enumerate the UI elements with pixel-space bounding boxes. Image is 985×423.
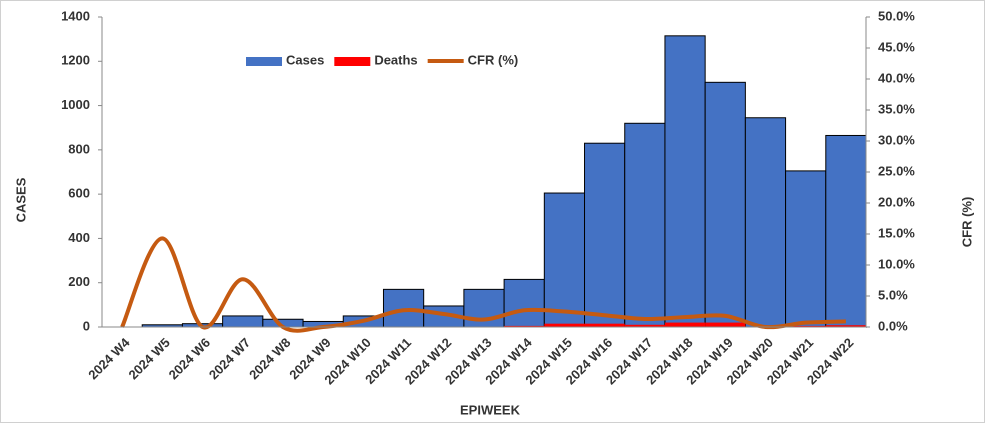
y2-tick-label: 25.0% <box>878 163 915 178</box>
deaths-bar <box>825 325 866 327</box>
y2-tick-label: 45.0% <box>878 39 915 54</box>
cases-bar <box>744 117 787 328</box>
cases-bar <box>624 122 666 328</box>
cases-bar <box>785 170 827 328</box>
cases-bar <box>584 142 626 328</box>
deaths-bar <box>544 323 585 327</box>
deaths-bar <box>504 325 545 327</box>
deaths-bar <box>785 325 826 327</box>
cases-bar <box>543 192 586 328</box>
deaths-bar <box>705 322 746 327</box>
y-tick-label: 400 <box>68 230 90 245</box>
legend-swatch <box>246 57 282 66</box>
legend-label: Cases <box>286 52 324 67</box>
y2-tick-label: 20.0% <box>878 194 915 209</box>
legend-swatch <box>334 57 371 66</box>
y-tick-label: 200 <box>68 274 90 289</box>
y2-tick-label: 15.0% <box>878 225 915 240</box>
y-axis-title: CASES <box>13 177 28 222</box>
cases-bar <box>503 278 545 328</box>
x-axis-title: EPIWEEK <box>460 402 521 417</box>
y2-tick-label: 10.0% <box>878 256 915 271</box>
deaths-bar <box>624 324 665 327</box>
y-tick-label: 1200 <box>61 53 90 68</box>
cases-bar <box>664 35 706 328</box>
cases-bar <box>704 81 746 328</box>
deaths-bar <box>664 322 706 327</box>
cases-bar <box>382 288 425 328</box>
y2-axis-title: CFR (%) <box>959 197 974 248</box>
deaths-bar <box>584 323 625 327</box>
y2-tick-label: 50.0% <box>878 8 915 23</box>
cases-bar <box>222 315 264 328</box>
y2-tick-label: 5.0% <box>878 287 908 302</box>
y2-tick-label: 0.0% <box>878 318 908 333</box>
legend-label: Deaths <box>374 52 417 67</box>
y-tick-label: 0 <box>83 318 90 333</box>
cases-bar <box>825 134 867 328</box>
y2-tick-label: 30.0% <box>878 132 915 147</box>
cfr-line <box>120 236 846 333</box>
y-tick-label: 1400 <box>61 8 90 23</box>
y-tick-label: 800 <box>68 141 90 156</box>
y2-tick-label: 40.0% <box>878 70 915 85</box>
y-tick-label: 600 <box>68 186 90 201</box>
y2-tick-label: 35.0% <box>878 101 915 116</box>
y-tick-label: 1000 <box>61 97 90 112</box>
legend-label: CFR (%) <box>468 52 519 67</box>
